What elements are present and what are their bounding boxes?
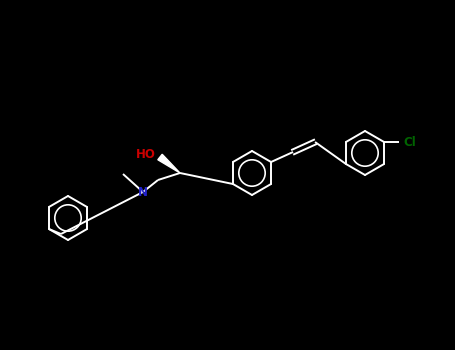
Text: Cl: Cl — [403, 135, 416, 148]
Polygon shape — [158, 154, 180, 173]
Text: N: N — [138, 186, 148, 198]
Text: HO: HO — [136, 147, 156, 161]
